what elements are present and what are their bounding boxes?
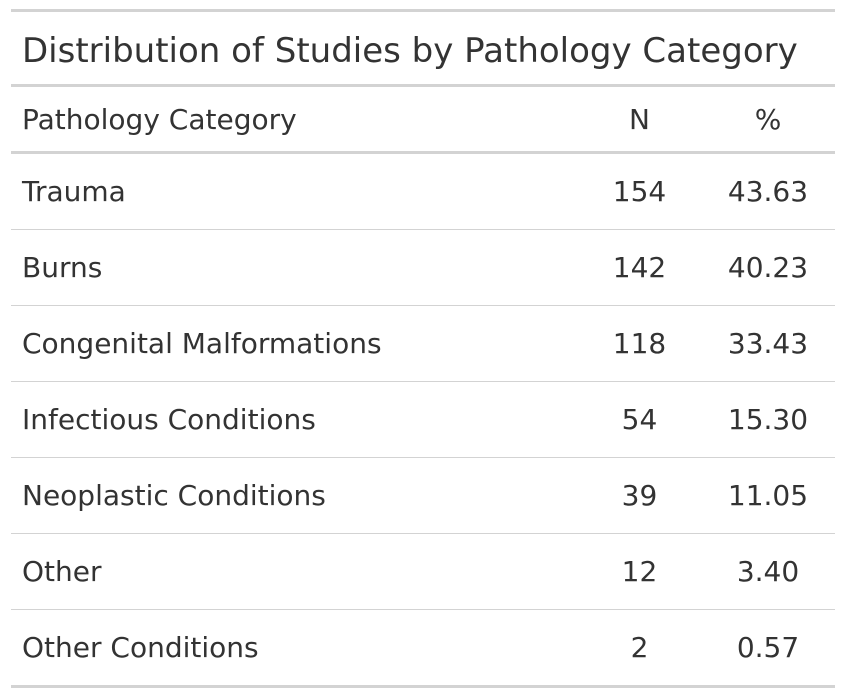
n-cell: 39 [621,479,658,512]
category-cell: Other Conditions [22,631,259,664]
percent-cell: 40.23 [727,251,809,284]
n-cell: 2 [630,631,649,664]
pathology-table: Distribution of Studies by Pathology Cat… [11,9,835,688]
percent-cell: 33.43 [727,327,809,360]
table-row: Other Conditions 2 0.57 [11,610,835,685]
n-cell: 12 [621,555,658,588]
category-cell: Neoplastic Conditions [22,479,326,512]
table-row: Other 12 3.40 [11,534,835,610]
table-row: Congenital Malformations 118 33.43 [11,306,835,382]
percent-cell: 15.30 [727,403,809,436]
title-rule [11,84,835,87]
category-cell: Congenital Malformations [22,327,382,360]
column-header-percent: % [754,102,782,136]
percent-cell: 0.57 [736,631,800,664]
table-header: Pathology Category N % [11,87,835,151]
n-cell: 142 [612,251,667,284]
category-cell: Other [22,555,102,588]
table-row: Infectious Conditions 54 15.30 [11,382,835,458]
column-header-category: Pathology Category [22,102,297,136]
table-row: Burns 142 40.23 [11,230,835,306]
n-cell: 154 [612,175,667,208]
n-cell: 54 [621,403,658,436]
category-cell: Trauma [22,175,126,208]
table-row: Neoplastic Conditions 39 11.05 [11,458,835,534]
percent-cell: 11.05 [727,479,809,512]
percent-cell: 3.40 [736,555,800,588]
table-row: Trauma 154 43.63 [11,154,835,230]
table-title: Distribution of Studies by Pathology Cat… [22,31,798,71]
category-cell: Burns [22,251,103,284]
percent-cell: 43.63 [727,175,809,208]
column-header-n: N [629,102,650,136]
n-cell: 118 [612,327,667,360]
table-top-rule [11,9,835,12]
table-bottom-rule [11,685,835,688]
table-body: Trauma 154 43.63 Burns 142 40.23 Congeni… [11,154,835,685]
category-cell: Infectious Conditions [22,403,316,436]
header-rule [11,151,835,154]
